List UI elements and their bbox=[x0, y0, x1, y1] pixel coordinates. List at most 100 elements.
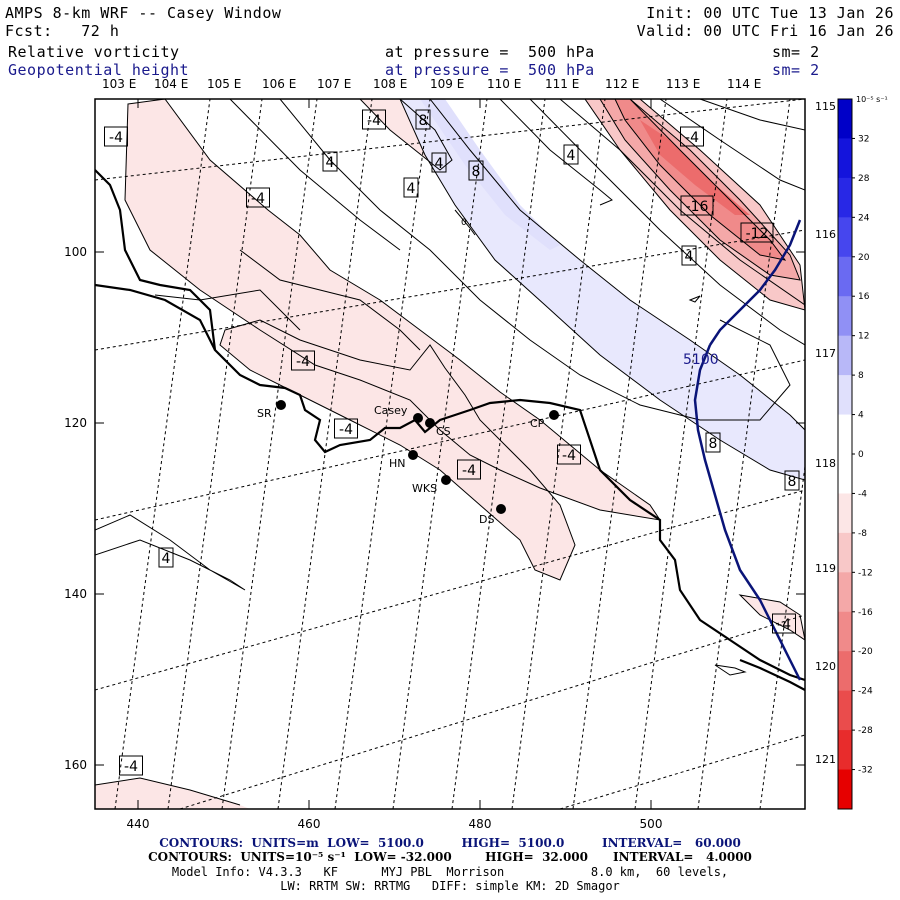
contour-label: 8 bbox=[472, 164, 481, 180]
station-label: DS bbox=[479, 513, 494, 526]
colorbar-swatch bbox=[838, 99, 852, 139]
colorbar-swatch bbox=[838, 217, 852, 258]
field2-name: Geopotential height bbox=[8, 61, 190, 79]
station-marker bbox=[549, 410, 559, 420]
colorbar-label: -20 bbox=[858, 647, 873, 657]
colorbar-label: 20 bbox=[858, 253, 870, 263]
contour-label: -4 bbox=[339, 422, 353, 438]
station-marker bbox=[408, 450, 418, 460]
lon-label-103e: 103 E bbox=[102, 77, 137, 91]
colorbar-swatch bbox=[838, 651, 852, 692]
contour-label-box bbox=[158, 547, 174, 568]
contour-label-box bbox=[119, 755, 143, 776]
colorbar-label: 4 bbox=[858, 411, 864, 421]
lon-label-112e: 112 E bbox=[605, 77, 640, 91]
contour-labels: -4 -4 -4 -4 -4 -4 -4 -4 -4 -4 4 4 4 4 4 4 8 8 8 8 -16 -12 0 bbox=[104, 109, 800, 776]
station-marker bbox=[441, 475, 451, 485]
field2-smooth: sm= 2 bbox=[772, 61, 820, 79]
field1-smooth: sm= 2 bbox=[772, 43, 820, 61]
colorbar-swatch bbox=[838, 296, 852, 337]
station-marker bbox=[496, 504, 506, 514]
lon-label-107e: 107 E bbox=[317, 77, 352, 91]
colorbar-swatch bbox=[838, 414, 852, 455]
model-title: AMPS 8-km WRF -- Casey Window bbox=[5, 4, 282, 22]
footer-height-contours: CONTOURS: UNITS=m LOW= 5100.0 HIGH= 5100… bbox=[159, 836, 741, 850]
contour-label: -4 bbox=[685, 130, 699, 146]
contour-label-box bbox=[740, 222, 774, 243]
contour-label-box bbox=[563, 144, 579, 165]
colorbar-swatch bbox=[838, 690, 852, 731]
contour-label: 8 bbox=[788, 474, 797, 490]
contour-label-box bbox=[415, 109, 431, 130]
y-tick-140: 140 bbox=[64, 587, 87, 601]
colorbar-swatch bbox=[838, 493, 852, 534]
contour-label: -4 bbox=[124, 759, 138, 775]
lon-label-104e: 104 E bbox=[154, 77, 189, 91]
lon-label-110e: 110 E bbox=[487, 77, 522, 91]
forecast-hour: Fcst: 72 h bbox=[5, 22, 120, 40]
colorbar-swatch bbox=[838, 572, 852, 613]
contour-label-box bbox=[784, 470, 800, 491]
colorbar-label: 12 bbox=[858, 332, 869, 342]
contour-label: -4 bbox=[251, 191, 265, 207]
contour-label: 4 bbox=[685, 249, 694, 265]
axis-ticks bbox=[95, 99, 805, 809]
colorbar-swatch bbox=[838, 611, 852, 652]
field1-name: Relative vorticity bbox=[8, 43, 180, 61]
y-tick-160: 160 bbox=[64, 758, 87, 772]
contour-label: 0 bbox=[461, 218, 467, 228]
valid-time: Valid: 00 UTC Fri 16 Jan 26 bbox=[636, 22, 894, 40]
contour-label-box bbox=[680, 126, 704, 147]
contour-label-box bbox=[291, 350, 315, 371]
colorbar-label: 28 bbox=[858, 174, 870, 184]
contour-label-box bbox=[322, 151, 338, 172]
colorbar-swatch bbox=[838, 454, 852, 494]
colorbar-label: 0 bbox=[858, 450, 864, 460]
station-label: Casey bbox=[374, 404, 408, 417]
contour-label-box bbox=[246, 187, 270, 208]
footer-vorticity-contours: CONTOURS: UNITS=10⁻⁵ s⁻¹ LOW= -32.000 HI… bbox=[148, 850, 752, 864]
footer-model-info: Model Info: V4.3.3 KF MYJ PBL Morrison 8… bbox=[171, 865, 729, 879]
contour-label-box bbox=[680, 195, 714, 216]
contour-label: -4 bbox=[296, 354, 310, 370]
contour-label-box bbox=[431, 152, 447, 173]
colorbar-label: -28 bbox=[858, 726, 873, 736]
station-label: SR bbox=[257, 407, 272, 420]
contour-label: -4 bbox=[462, 463, 476, 479]
x-tick-460: 460 bbox=[298, 817, 321, 831]
colorbar-label: -16 bbox=[858, 608, 873, 618]
contour-label-box bbox=[403, 177, 419, 198]
colorbar-swatch bbox=[838, 375, 852, 416]
colorbar-label: -32 bbox=[858, 766, 873, 776]
station-marker bbox=[413, 413, 423, 423]
colorbar-swatch bbox=[838, 335, 852, 376]
stations: SR Casey CS HN WKS CP DS bbox=[257, 400, 559, 526]
plot-frame bbox=[94, 98, 806, 810]
contour-label: 4 bbox=[407, 181, 416, 197]
contour-label: 4 bbox=[162, 551, 171, 567]
station-label: WKS bbox=[412, 482, 437, 495]
colorbar-swatch bbox=[838, 256, 852, 297]
height-contour-5100 bbox=[693, 219, 802, 681]
y-tick-100: 100 bbox=[64, 245, 87, 259]
lon-label-113e: 113 E bbox=[666, 77, 701, 91]
field1-pressure: at pressure = 500 hPa bbox=[385, 43, 595, 61]
colorbar-swatch bbox=[838, 769, 852, 810]
colorbar-label: -24 bbox=[858, 687, 873, 697]
contour-label-box bbox=[681, 245, 697, 266]
x-tick-480: 480 bbox=[469, 817, 492, 831]
contour-label: -12 bbox=[746, 226, 769, 242]
station-marker bbox=[425, 418, 435, 428]
station-label: HN bbox=[389, 457, 406, 470]
colorbar-label: -4 bbox=[858, 489, 867, 499]
coastline bbox=[95, 169, 805, 691]
colorbar-label: 32 bbox=[858, 134, 869, 144]
lon-label-111e: 111 E bbox=[545, 77, 580, 91]
colorbar: 32 28 24 20 16 12 8 4 0 -4 -8 -12 -16 -20 -24 -28 -32 bbox=[837, 98, 873, 810]
lon-label-108e: 108 E bbox=[373, 77, 408, 91]
lon-label-109e: 109 E bbox=[430, 77, 465, 91]
x-tick-500: 500 bbox=[640, 817, 663, 831]
x-tick-440: 440 bbox=[127, 817, 150, 831]
contour-label-box bbox=[457, 459, 481, 480]
contour-label-box bbox=[104, 126, 128, 147]
